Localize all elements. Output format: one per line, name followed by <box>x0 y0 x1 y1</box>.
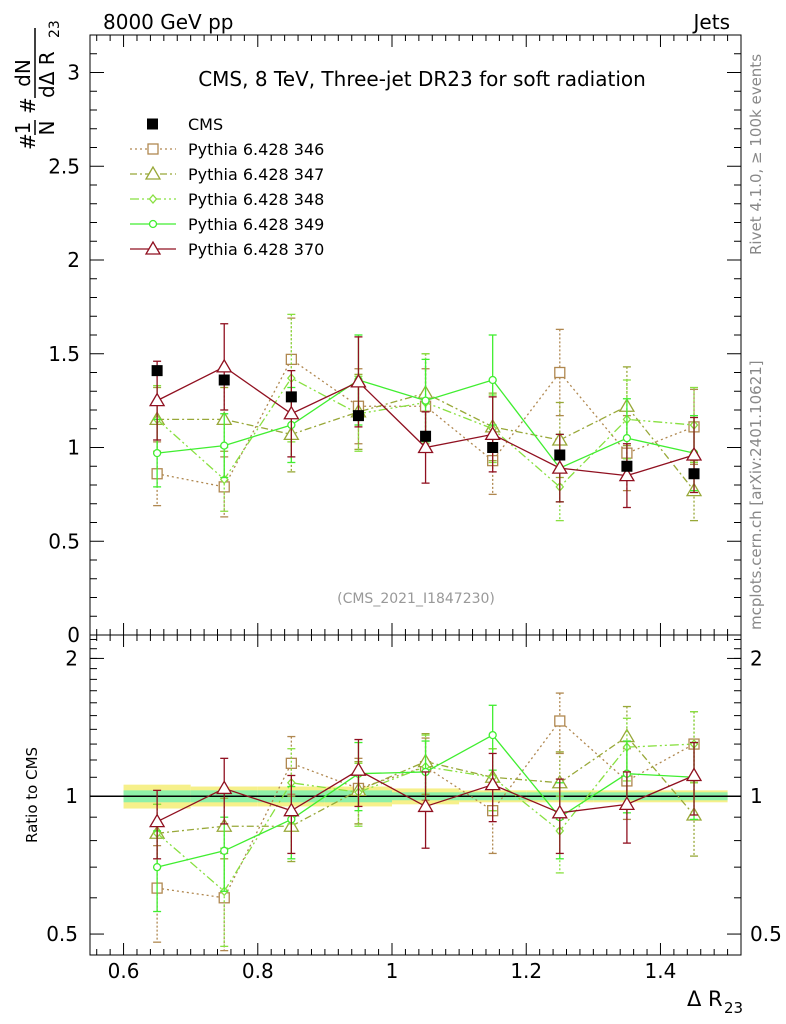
legend-marker <box>144 240 162 255</box>
data-point <box>685 767 703 782</box>
data-point <box>148 392 166 407</box>
ratio-y-tick-label-right: 2 <box>750 646 763 670</box>
data-point <box>350 761 367 776</box>
y-label-one: 1 <box>11 122 35 135</box>
data-point <box>220 441 229 450</box>
data-point <box>551 459 568 474</box>
data-point <box>618 796 636 811</box>
legend-marker <box>148 194 158 204</box>
data-point <box>551 804 568 819</box>
y-axis-label: # 1 N # dN dΔ R 23 <box>11 20 63 150</box>
y-tick-label: 3 <box>67 61 80 85</box>
data-point <box>685 446 703 461</box>
data-point <box>152 863 162 872</box>
data-point <box>484 426 501 441</box>
cms-data-point <box>352 410 364 422</box>
data-point <box>421 396 430 405</box>
data-point <box>417 798 434 813</box>
y-label-hash1: # <box>16 133 40 150</box>
ratio-y-tick-label: 1 <box>65 784 78 808</box>
cms-data-point <box>285 391 297 403</box>
legend-label: Pythia 6.428 370 <box>188 240 324 259</box>
main-series <box>148 313 703 522</box>
data-point <box>148 813 166 828</box>
ratio-y-tick-label-right: 0.5 <box>750 922 782 946</box>
rivet-label: Rivet 4.1.0, ≥ 100k events <box>747 54 765 255</box>
data-point <box>350 373 367 388</box>
ratio-y-tick-label-right: 1 <box>750 784 763 808</box>
cms-data-point <box>420 430 432 442</box>
data-point <box>152 448 162 458</box>
legend-marker <box>147 143 159 155</box>
ratio-series <box>148 692 703 952</box>
y-label-sub: 23 <box>47 20 63 38</box>
cms-data-point <box>621 460 633 472</box>
source-label: mcplots.cern.ch [arXiv:2401.10621] <box>747 360 765 630</box>
y-tick-label: 1.5 <box>48 342 80 366</box>
data-point <box>488 375 497 385</box>
cms-data-point <box>554 449 566 461</box>
legend-marker <box>144 165 162 180</box>
data-point <box>618 467 636 482</box>
data-point <box>622 433 632 443</box>
legend-marker <box>148 219 158 229</box>
data-point <box>285 757 297 769</box>
cms-data-point <box>218 374 230 386</box>
data-point <box>220 846 229 855</box>
x-axis-label-sub: 23 <box>724 999 743 1017</box>
y-tick-label: 1 <box>67 436 80 460</box>
x-tick-label: 1 <box>386 959 399 983</box>
x-tick-label: 0.8 <box>242 959 274 983</box>
x-tick-label: 0.6 <box>108 959 140 983</box>
cms-data-point <box>688 468 700 480</box>
ratio-y-tick-label: 0.5 <box>46 922 78 946</box>
data-point <box>283 802 300 817</box>
chart-title: CMS, 8 TeV, Three-jet DR23 for soft radi… <box>198 67 646 91</box>
data-point <box>216 780 233 795</box>
data-point <box>484 776 501 791</box>
legend: CMS Pythia 6.428 346 Pythia 6.428 347 Pythi… <box>130 115 324 259</box>
x-axis-label: Δ R <box>687 987 723 1011</box>
legend-label: Pythia 6.428 347 <box>188 165 324 184</box>
legend-cms-marker <box>147 118 158 130</box>
energy-label: 8000 GeV pp <box>103 10 234 34</box>
y-tick-label: 0.5 <box>48 529 80 553</box>
y-label-hash2: # <box>16 97 40 114</box>
data-point <box>417 439 434 454</box>
legend-label: Pythia 6.428 349 <box>188 215 324 234</box>
ratio-y-tick-label: 2 <box>65 646 78 670</box>
ratio-plot-frame <box>89 634 742 956</box>
legend-label: Pythia 6.428 346 <box>188 140 324 159</box>
x-tick-label: 1.4 <box>645 959 677 983</box>
category-label: Jets <box>692 10 730 34</box>
data-point <box>216 358 233 373</box>
data-point <box>554 366 566 379</box>
y-label-dN: dN <box>11 59 35 87</box>
y-tick-label: 2.5 <box>48 154 80 178</box>
x-tick-label: 1.2 <box>510 959 542 983</box>
y-label-dDR: dΔ R <box>35 51 59 98</box>
data-point <box>554 715 566 727</box>
analysis-id: (CMS_2021_I1847230) <box>337 591 495 607</box>
y-tick-label: 0 <box>67 623 80 647</box>
data-point <box>488 730 497 740</box>
y-tick-label: 2 <box>67 248 80 272</box>
data-point <box>283 405 300 420</box>
legend-label: Pythia 6.428 348 <box>188 190 324 209</box>
legend-cms-label: CMS <box>188 115 223 134</box>
axis-ticks: 0.6 0.8 1 1.2 1.4 0 0.5 1 1.5 2 2.5 3 0.5 0.5 1 1 2 2 <box>46 34 782 983</box>
cms-data-point <box>151 365 163 377</box>
cms-data-point <box>487 442 499 453</box>
y-label-N: N <box>35 121 59 136</box>
ratio-y-label: Ratio to CMS <box>23 747 41 843</box>
